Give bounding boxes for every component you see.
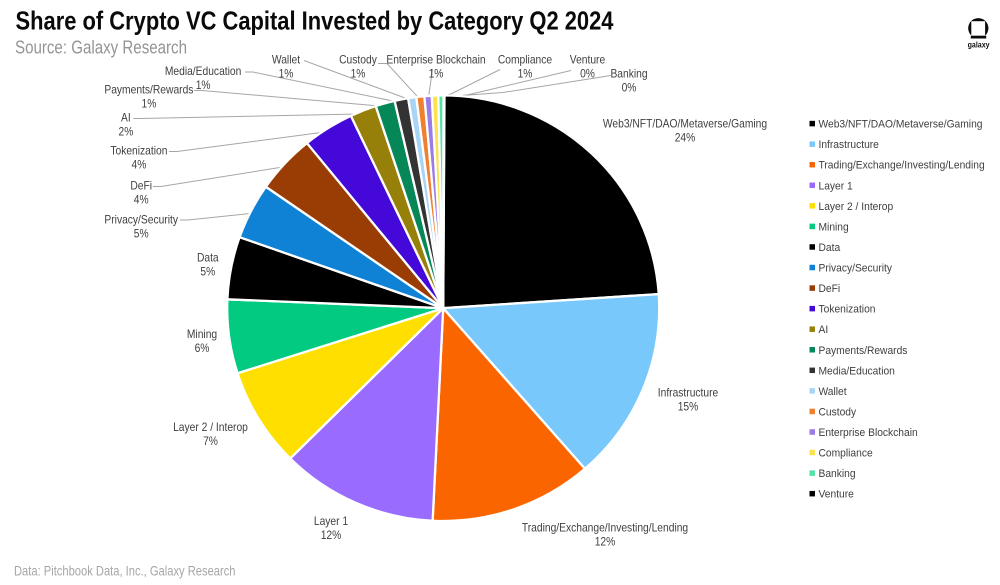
svg-text:Tokenization: Tokenization	[110, 145, 167, 158]
svg-text:12%: 12%	[595, 536, 616, 549]
svg-text:Data: Pitchbook Data, Inc., Ga: Data: Pitchbook Data, Inc., Galaxy Resea…	[14, 563, 236, 579]
svg-text:AI: AI	[121, 112, 131, 125]
svg-text:Data: Data	[819, 242, 842, 254]
svg-text:Media/Education: Media/Education	[819, 365, 895, 377]
svg-text:Tokenization: Tokenization	[819, 304, 876, 316]
svg-text:Wallet: Wallet	[272, 54, 301, 67]
svg-text:Layer 1: Layer 1	[314, 515, 348, 528]
svg-text:24%: 24%	[675, 132, 696, 145]
svg-text:AI: AI	[819, 324, 829, 336]
svg-text:Trading/Exchange/Investing/Len: Trading/Exchange/Investing/Lending	[522, 522, 688, 535]
svg-text:Privacy/Security: Privacy/Security	[104, 214, 178, 227]
svg-text:Banking: Banking	[819, 468, 856, 480]
svg-text:7%: 7%	[203, 435, 218, 448]
svg-text:1%: 1%	[351, 68, 366, 81]
svg-text:Wallet: Wallet	[819, 386, 847, 398]
svg-text:Web3/NFT/DAO/Metaverse/Gaming: Web3/NFT/DAO/Metaverse/Gaming	[603, 118, 767, 131]
svg-text:Infrastructure: Infrastructure	[819, 139, 879, 151]
svg-text:Compliance: Compliance	[498, 54, 552, 67]
svg-text:Data: Data	[197, 252, 219, 265]
svg-text:1%: 1%	[196, 79, 211, 92]
svg-text:Enterprise Blockchain: Enterprise Blockchain	[386, 54, 485, 67]
svg-text:5%: 5%	[134, 228, 149, 241]
svg-text:1%: 1%	[279, 68, 294, 81]
svg-text:0%: 0%	[580, 68, 595, 81]
svg-text:Custody: Custody	[339, 54, 377, 67]
svg-text:Venture: Venture	[819, 489, 854, 501]
svg-text:Payments/Rewards: Payments/Rewards	[819, 345, 908, 357]
svg-text:6%: 6%	[195, 342, 210, 355]
svg-text:Infrastructure: Infrastructure	[658, 387, 719, 400]
svg-text:Venture: Venture	[570, 54, 605, 67]
svg-text:0%: 0%	[622, 82, 637, 95]
svg-text:Mining: Mining	[187, 328, 217, 341]
svg-text:Enterprise Blockchain: Enterprise Blockchain	[819, 427, 918, 439]
svg-text:DeFi: DeFi	[130, 180, 152, 193]
svg-text:2%: 2%	[119, 126, 134, 139]
svg-text:Mining: Mining	[819, 221, 849, 233]
svg-text:Media/Education: Media/Education	[165, 65, 242, 78]
svg-text:galaxy: galaxy	[968, 41, 991, 50]
svg-text:Custody: Custody	[819, 406, 857, 418]
svg-text:Layer 2 / Interop: Layer 2 / Interop	[819, 201, 894, 213]
svg-text:15%: 15%	[678, 401, 699, 414]
svg-text:Compliance: Compliance	[819, 448, 873, 460]
svg-text:Web3/NFT/DAO/Metaverse/Gaming: Web3/NFT/DAO/Metaverse/Gaming	[819, 119, 983, 131]
svg-text:4%: 4%	[134, 194, 149, 207]
svg-text:Payments/Rewards: Payments/Rewards	[104, 84, 193, 97]
svg-text:Layer 2 / Interop: Layer 2 / Interop	[173, 421, 248, 434]
svg-text:1%: 1%	[518, 68, 533, 81]
svg-text:Banking: Banking	[610, 68, 647, 81]
svg-text:1%: 1%	[142, 98, 157, 111]
svg-text:12%: 12%	[321, 529, 342, 542]
svg-text:5%: 5%	[200, 266, 215, 279]
svg-text:Layer 1: Layer 1	[819, 180, 853, 192]
svg-text:4%: 4%	[132, 159, 147, 172]
svg-text:DeFi: DeFi	[819, 283, 841, 295]
svg-text:1%: 1%	[429, 68, 444, 81]
svg-text:Trading/Exchange/Investing/Len: Trading/Exchange/Investing/Lending	[819, 160, 985, 172]
svg-text:Privacy/Security: Privacy/Security	[819, 263, 893, 275]
svg-text:Source: Galaxy Research: Source: Galaxy Research	[15, 38, 187, 58]
svg-text:Share of Crypto VC Capital Inv: Share of Crypto VC Capital Invested by C…	[16, 6, 614, 36]
